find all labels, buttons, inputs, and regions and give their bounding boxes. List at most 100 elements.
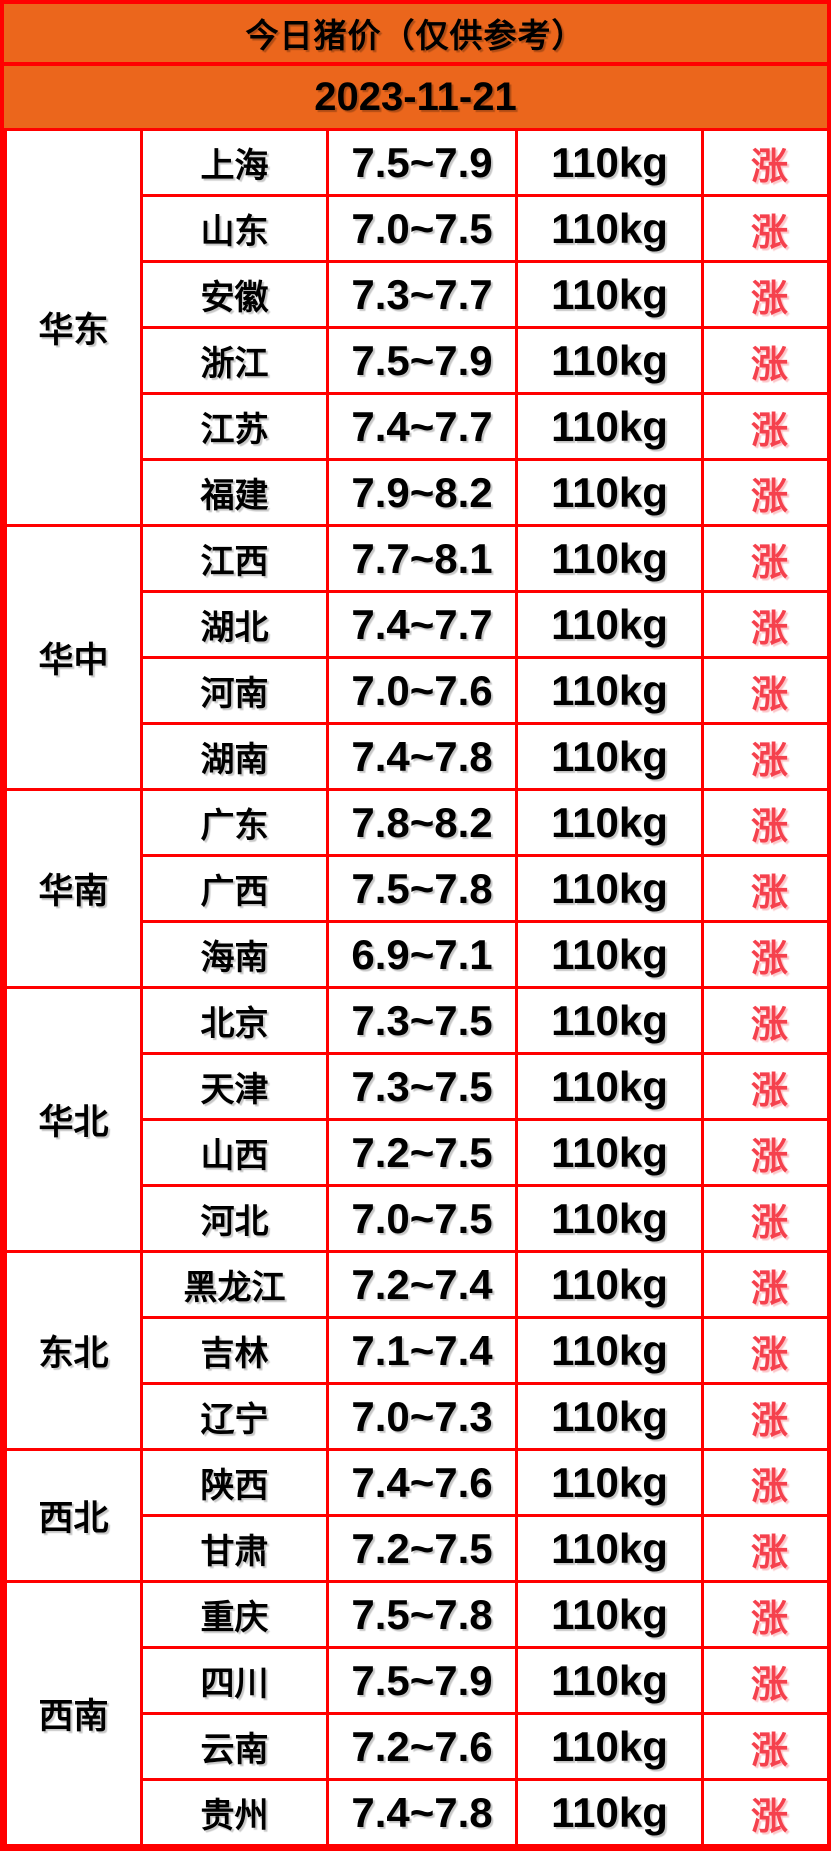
price-cell: 7.2~7.6 <box>326 1712 518 1781</box>
price-cell: 7.5~7.9 <box>326 326 518 395</box>
weight-cell: 110kg <box>515 1448 704 1517</box>
status-cell: 涨 <box>701 1118 827 1187</box>
weight-cell: 110kg <box>515 1184 704 1253</box>
province-cell: 甘肃 <box>140 1514 329 1583</box>
status-cell: 涨 <box>701 1514 827 1583</box>
province-cell: 上海 <box>140 128 329 197</box>
weight-cell: 110kg <box>515 128 704 197</box>
province-cell: 山西 <box>140 1118 329 1187</box>
status-cell: 涨 <box>701 1316 827 1385</box>
weight-cell: 110kg <box>515 326 704 395</box>
province-cell: 陕西 <box>140 1448 329 1517</box>
status-cell: 涨 <box>701 458 827 527</box>
region-cell-xibei: 西北 <box>4 1448 143 1583</box>
table-row: 浙江 7.5~7.9 110kg 涨 <box>6 326 827 395</box>
price-cell: 7.3~7.5 <box>326 1052 518 1121</box>
table-row: 华中 江西 7.7~8.1 110kg 涨 <box>4 524 827 791</box>
table-row: 福建 7.9~8.2 110kg 涨 <box>6 458 827 527</box>
price-cell: 7.9~8.2 <box>326 458 518 527</box>
province-cell: 湖北 <box>140 590 329 659</box>
region-cell-huabei: 华北 <box>4 986 143 1253</box>
price-cell: 7.0~7.3 <box>326 1382 518 1451</box>
weight-cell: 110kg <box>515 590 704 659</box>
table-row: 广西 7.5~7.8 110kg 涨 <box>6 854 827 923</box>
price-cell: 7.2~7.5 <box>326 1118 518 1187</box>
status-cell: 涨 <box>701 1778 827 1847</box>
table-row: 云南 7.2~7.6 110kg 涨 <box>6 1712 827 1781</box>
status-cell: 涨 <box>701 590 827 659</box>
status-cell: 涨 <box>701 194 827 263</box>
price-cell: 7.3~7.7 <box>326 260 518 329</box>
table-row: 河南 7.0~7.6 110kg 涨 <box>6 656 827 725</box>
status-cell: 涨 <box>701 392 827 461</box>
province-cell: 江西 <box>140 524 329 593</box>
weight-cell: 110kg <box>515 1316 704 1385</box>
status-cell: 涨 <box>701 1382 827 1451</box>
status-cell: 涨 <box>701 656 827 725</box>
status-cell: 涨 <box>701 128 827 197</box>
province-cell: 湖南 <box>140 722 329 791</box>
status-cell: 涨 <box>701 986 827 1055</box>
province-cell: 四川 <box>140 1646 329 1715</box>
region-cell-huanan: 华南 <box>4 788 143 989</box>
weight-cell: 110kg <box>515 1118 704 1187</box>
table-row: 四川 7.5~7.9 110kg 涨 <box>6 1646 827 1715</box>
price-cell: 7.5~7.9 <box>326 1646 518 1715</box>
price-cell: 7.3~7.5 <box>326 986 518 1055</box>
price-cell: 6.9~7.1 <box>326 920 518 989</box>
table-row: 华南 广东 7.8~8.2 110kg 涨 <box>4 788 827 989</box>
weight-cell: 110kg <box>515 1580 704 1649</box>
table-row: 辽宁 7.0~7.3 110kg 涨 <box>6 1382 827 1451</box>
price-cell: 7.0~7.5 <box>326 194 518 263</box>
price-cell: 7.4~7.8 <box>326 722 518 791</box>
status-cell: 涨 <box>701 1448 827 1517</box>
weight-cell: 110kg <box>515 854 704 923</box>
weight-cell: 110kg <box>515 722 704 791</box>
date-bar: 2023-11-21 <box>4 66 827 128</box>
table-row: 海南 6.9~7.1 110kg 涨 <box>6 920 827 989</box>
title-bar: 今日猪价（仅供参考） <box>4 4 827 66</box>
province-cell: 福建 <box>140 458 329 527</box>
province-cell: 广西 <box>140 854 329 923</box>
weight-cell: 110kg <box>515 1646 704 1715</box>
weight-cell: 110kg <box>515 920 704 989</box>
weight-cell: 110kg <box>515 1382 704 1451</box>
weight-cell: 110kg <box>515 1052 704 1121</box>
weight-cell: 110kg <box>515 1712 704 1781</box>
status-cell: 涨 <box>701 524 827 593</box>
weight-cell: 110kg <box>515 458 704 527</box>
weight-cell: 110kg <box>515 524 704 593</box>
province-cell: 贵州 <box>140 1778 329 1847</box>
price-cell: 7.2~7.5 <box>326 1514 518 1583</box>
weight-cell: 110kg <box>515 1778 704 1847</box>
table-row: 河北 7.0~7.5 110kg 涨 <box>6 1184 827 1253</box>
weight-cell: 110kg <box>515 392 704 461</box>
price-cell: 7.5~7.9 <box>326 128 518 197</box>
page-title: 今日猪价（仅供参考） <box>245 17 586 54</box>
price-cell: 7.0~7.6 <box>326 656 518 725</box>
table-row: 安徽 7.3~7.7 110kg 涨 <box>6 260 827 329</box>
province-cell: 天津 <box>140 1052 329 1121</box>
status-cell: 涨 <box>701 1250 827 1319</box>
table-row: 西南 重庆 7.5~7.8 110kg 涨 <box>4 1580 827 1847</box>
province-cell: 广东 <box>140 788 329 857</box>
province-cell: 辽宁 <box>140 1382 329 1451</box>
status-cell: 涨 <box>701 788 827 857</box>
table-row: 江苏 7.4~7.7 110kg 涨 <box>6 392 827 461</box>
table-row: 天津 7.3~7.5 110kg 涨 <box>6 1052 827 1121</box>
price-cell: 7.5~7.8 <box>326 854 518 923</box>
status-cell: 涨 <box>701 722 827 791</box>
price-cell: 7.1~7.4 <box>326 1316 518 1385</box>
weight-cell: 110kg <box>515 656 704 725</box>
weight-cell: 110kg <box>515 788 704 857</box>
price-cell: 7.4~7.8 <box>326 1778 518 1847</box>
province-cell: 河北 <box>140 1184 329 1253</box>
province-cell: 浙江 <box>140 326 329 395</box>
table-row: 华北 北京 7.3~7.5 110kg 涨 <box>4 986 827 1253</box>
status-cell: 涨 <box>701 1580 827 1649</box>
table-row: 东北 黑龙江 7.2~7.4 110kg 涨 <box>4 1250 827 1451</box>
status-cell: 涨 <box>701 326 827 395</box>
price-cell: 7.5~7.8 <box>326 1580 518 1649</box>
date-label: 2023-11-21 <box>314 74 517 119</box>
province-cell: 山东 <box>140 194 329 263</box>
